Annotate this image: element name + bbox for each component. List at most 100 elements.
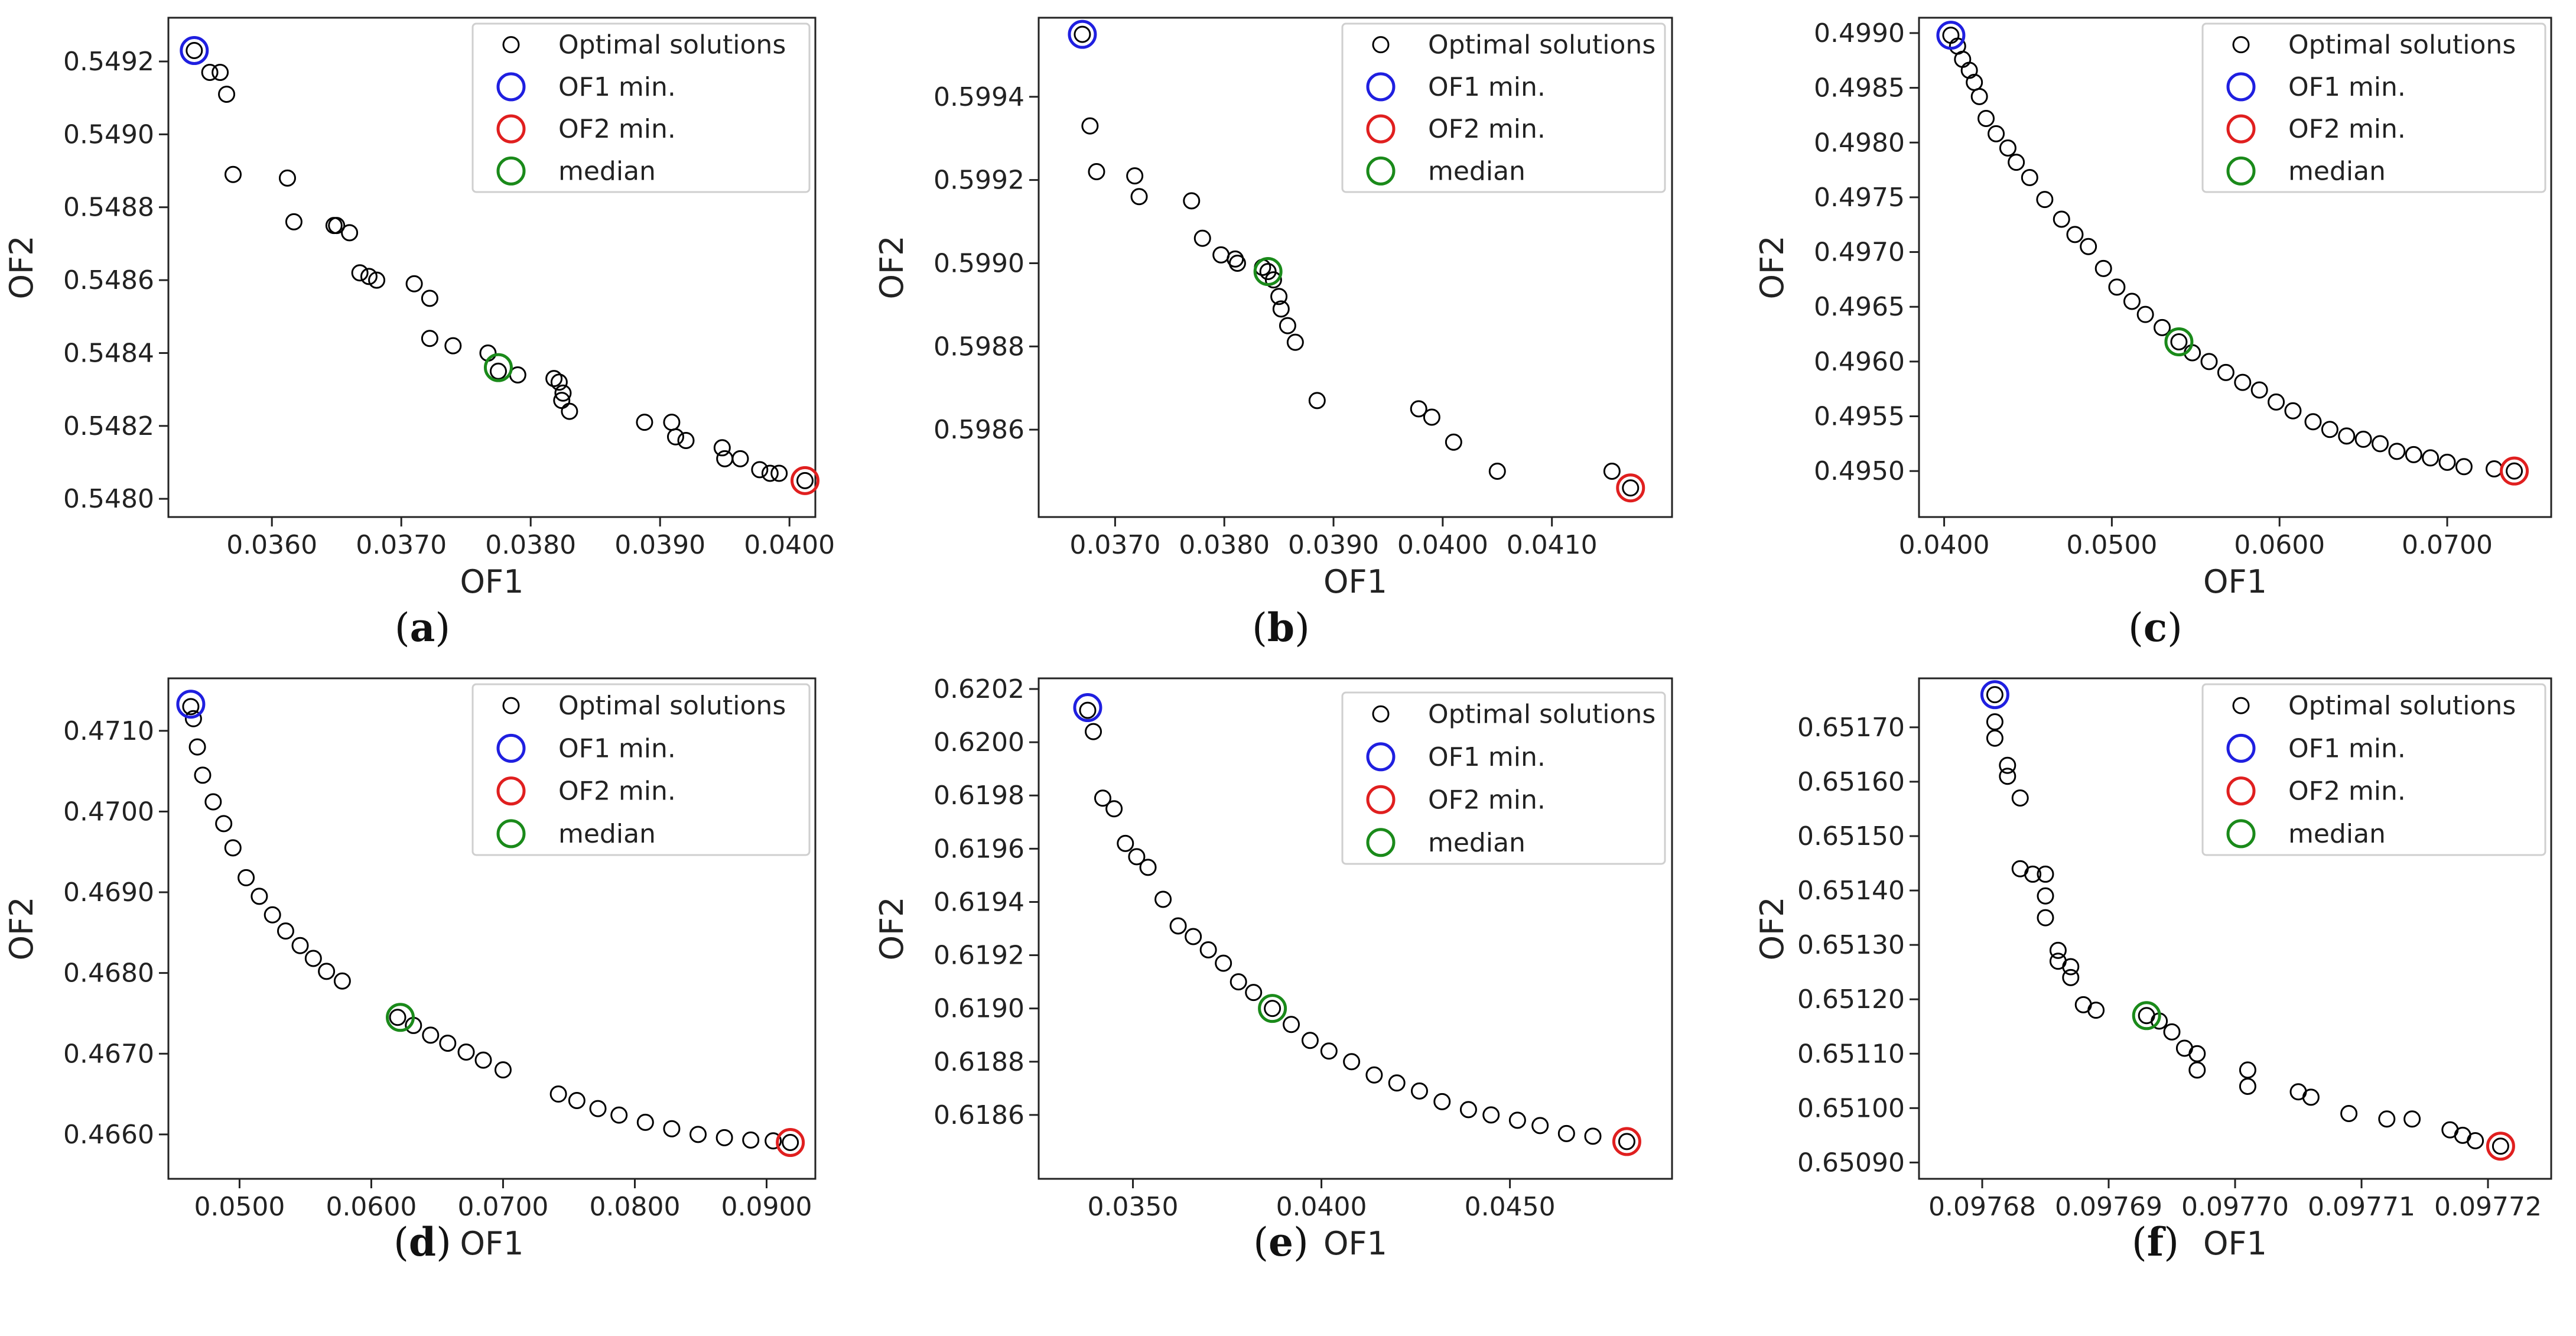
data-point xyxy=(2405,446,2422,463)
legend-label: OF2 min. xyxy=(2288,776,2406,807)
chart-panel-e: 0.0350 0.0400 0.0450 0.6186 0.6188 0.6190 0.61… xyxy=(873,674,1673,1265)
legend-symbol-optimal xyxy=(1372,705,1390,723)
y-tick-label: 0.4965 xyxy=(1814,292,1905,322)
legend-symbol-of2-min xyxy=(496,776,526,806)
data-point xyxy=(2062,968,2080,986)
data-point xyxy=(2036,191,2054,209)
data-point xyxy=(1986,729,2003,747)
data-point xyxy=(439,1034,457,1052)
data-point xyxy=(2239,1061,2256,1079)
legend-symbol-median xyxy=(496,156,526,186)
data-point xyxy=(1459,1101,1477,1119)
data-point xyxy=(2108,278,2126,296)
legend: Optimal solutions OF1 min. OF2 min. median xyxy=(2201,683,2546,856)
data-point xyxy=(1228,254,1246,272)
chart-panel-a: 0.0360 0.0370 0.0380 0.0390 0.0400 0.5480 0.54… xyxy=(3,17,835,651)
data-point xyxy=(1988,125,2005,142)
data-point xyxy=(204,793,222,811)
x-tick-label: 0.0400 xyxy=(744,530,835,560)
x-tick-label: 0.0390 xyxy=(614,530,705,560)
legend-label: OF2 min. xyxy=(1428,785,1546,815)
x-tick-label: 0.0400 xyxy=(1899,530,1990,560)
data-point xyxy=(2037,909,2054,927)
data-point xyxy=(713,439,731,457)
data-point xyxy=(1283,1016,1300,1033)
y-tick-label: 0.6190 xyxy=(934,994,1024,1024)
of1-min-marker xyxy=(1068,19,1097,49)
y-axis-label: OF2 xyxy=(1754,897,1791,961)
y-tick-label: 0.5488 xyxy=(63,193,154,223)
y-tick-label: 0.6186 xyxy=(934,1100,1024,1130)
data-point xyxy=(215,815,233,833)
y-tick-label: 0.65150 xyxy=(1797,821,1905,851)
y-tick-label: 0.5480 xyxy=(63,484,154,514)
data-point xyxy=(2163,1023,2181,1041)
data-point xyxy=(1942,27,1960,44)
y-tick-label: 0.4950 xyxy=(1814,456,1905,486)
data-point xyxy=(2037,887,2054,905)
legend-symbol-median xyxy=(1366,156,1396,186)
x-axis-label: OF1 xyxy=(1323,563,1387,600)
data-point xyxy=(689,1126,707,1143)
data-point xyxy=(285,213,303,230)
x-tick-label: 0.0500 xyxy=(2066,530,2157,560)
data-point xyxy=(2037,865,2054,883)
data-point xyxy=(182,698,200,716)
data-point xyxy=(389,1009,406,1026)
data-point xyxy=(751,461,769,479)
legend-box xyxy=(471,683,811,856)
data-point xyxy=(341,224,359,242)
legend-symbol-optimal xyxy=(502,36,520,54)
y-tick-label: 0.6188 xyxy=(934,1047,1024,1077)
data-point xyxy=(731,450,749,467)
of1-min-marker xyxy=(1936,21,1966,50)
data-point xyxy=(1410,400,1427,418)
data-point xyxy=(328,217,346,235)
data-point xyxy=(333,972,351,990)
data-point xyxy=(545,370,563,388)
data-point xyxy=(1531,1117,1549,1135)
plot-frame xyxy=(1037,17,1673,518)
legend: Optimal solutions OF1 min. OF2 min. median xyxy=(471,22,811,193)
legend-label: OF2 min. xyxy=(558,776,676,807)
data-point xyxy=(2492,1137,2509,1155)
legend-label: Optimal solutions xyxy=(2288,30,2516,60)
x-axis-label: OF1 xyxy=(460,563,524,600)
median-marker xyxy=(1253,257,1283,287)
data-point xyxy=(1128,848,1146,866)
data-point xyxy=(1410,1082,1428,1100)
data-point xyxy=(1230,973,1247,991)
legend: Optimal solutions OF1 min. OF2 min. median xyxy=(1341,691,1666,865)
data-point xyxy=(742,1131,760,1149)
chart-panel-d: 0.0500 0.0600 0.0700 0.0800 0.0900 0.4660 0.46… xyxy=(3,677,817,1265)
y-tick-label: 0.5988 xyxy=(934,331,1024,362)
x-tick-label: 0.0800 xyxy=(589,1192,680,1222)
data-point xyxy=(2372,435,2389,453)
data-point xyxy=(291,937,309,954)
legend-label: OF2 min. xyxy=(2288,114,2406,144)
x-tick-label: 0.0450 xyxy=(1465,1192,1556,1222)
median-marker xyxy=(1258,994,1287,1023)
data-point xyxy=(186,42,203,60)
data-point xyxy=(1986,713,2003,731)
x-tick-label: 0.09770 xyxy=(2181,1192,2289,1222)
data-point xyxy=(1079,701,1097,719)
legend-label: median xyxy=(2288,156,2386,186)
y-tick-label: 0.5486 xyxy=(63,265,154,295)
data-point xyxy=(2200,353,2218,370)
data-point xyxy=(1320,1042,1338,1060)
data-point xyxy=(1212,246,1230,264)
data-point xyxy=(2486,460,2503,477)
data-point xyxy=(782,1134,799,1152)
data-point xyxy=(1584,1127,1602,1145)
legend-label: Optimal solutions xyxy=(1428,30,1655,60)
y-tick-label: 0.5490 xyxy=(63,119,154,149)
data-point xyxy=(1388,1074,1406,1092)
y-tick-label: 0.4970 xyxy=(1814,238,1905,268)
data-point xyxy=(2066,226,2084,243)
plot-frame xyxy=(167,17,817,518)
data-point xyxy=(1130,188,1148,206)
of2-min-marker xyxy=(2500,456,2529,486)
x-axis-label: OF1 xyxy=(2203,563,2267,600)
panel-caption: (b) xyxy=(1252,604,1310,651)
